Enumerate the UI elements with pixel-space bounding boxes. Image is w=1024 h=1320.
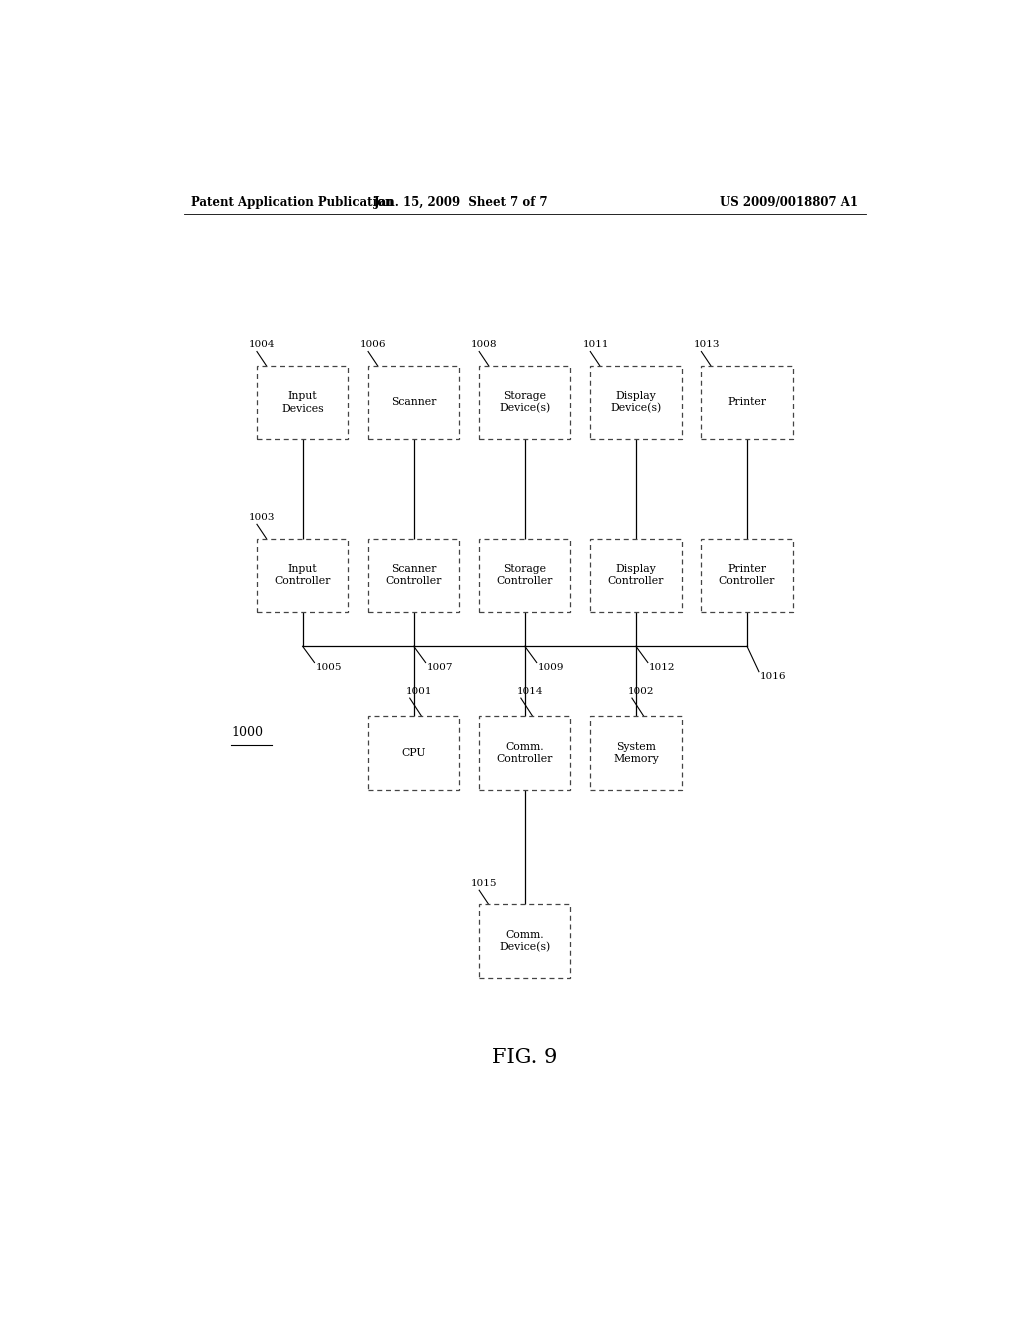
Text: 1000: 1000 — [231, 726, 263, 739]
Bar — [368, 366, 460, 440]
Bar — [368, 539, 460, 611]
Text: 1006: 1006 — [360, 341, 387, 350]
Text: Storage
Controller: Storage Controller — [497, 564, 553, 586]
Bar — [479, 904, 570, 978]
Text: CPU: CPU — [401, 748, 426, 758]
Text: Display
Controller: Display Controller — [607, 564, 665, 586]
Text: FIG. 9: FIG. 9 — [493, 1048, 557, 1068]
Text: 1004: 1004 — [249, 341, 275, 350]
Bar — [479, 717, 570, 789]
Text: 1003: 1003 — [249, 513, 275, 523]
Text: 1013: 1013 — [693, 341, 720, 350]
Text: Input
Devices: Input Devices — [282, 391, 324, 413]
Text: 1001: 1001 — [406, 688, 432, 696]
Text: Printer
Controller: Printer Controller — [719, 564, 775, 586]
Text: 1011: 1011 — [583, 341, 609, 350]
Bar — [701, 539, 793, 611]
Text: Scanner
Controller: Scanner Controller — [385, 564, 442, 586]
Text: Storage
Device(s): Storage Device(s) — [499, 391, 551, 413]
Text: Printer: Printer — [727, 397, 767, 408]
Text: 1005: 1005 — [315, 663, 342, 672]
Bar — [701, 366, 793, 440]
Text: Comm.
Controller: Comm. Controller — [497, 742, 553, 764]
Text: 1002: 1002 — [628, 688, 654, 696]
Bar — [257, 366, 348, 440]
Text: 1009: 1009 — [538, 663, 564, 672]
Bar — [368, 717, 460, 789]
Text: 1007: 1007 — [426, 663, 453, 672]
Text: 1012: 1012 — [648, 663, 675, 672]
Bar — [479, 366, 570, 440]
Bar — [257, 539, 348, 611]
Text: 1008: 1008 — [471, 341, 498, 350]
Text: Comm.
Device(s): Comm. Device(s) — [499, 929, 551, 953]
Text: US 2009/0018807 A1: US 2009/0018807 A1 — [720, 195, 858, 209]
Bar — [479, 539, 570, 611]
Text: System
Memory: System Memory — [613, 742, 658, 764]
Text: Display
Device(s): Display Device(s) — [610, 391, 662, 413]
Text: 1015: 1015 — [471, 879, 498, 888]
Text: Scanner: Scanner — [391, 397, 436, 408]
Bar — [590, 539, 682, 611]
Bar — [590, 717, 682, 789]
Text: Patent Application Publication: Patent Application Publication — [191, 195, 394, 209]
Text: Input
Controller: Input Controller — [274, 564, 331, 586]
Text: 1014: 1014 — [517, 688, 544, 696]
Bar — [590, 366, 682, 440]
Text: 1016: 1016 — [760, 672, 786, 681]
Text: Jan. 15, 2009  Sheet 7 of 7: Jan. 15, 2009 Sheet 7 of 7 — [374, 195, 549, 209]
